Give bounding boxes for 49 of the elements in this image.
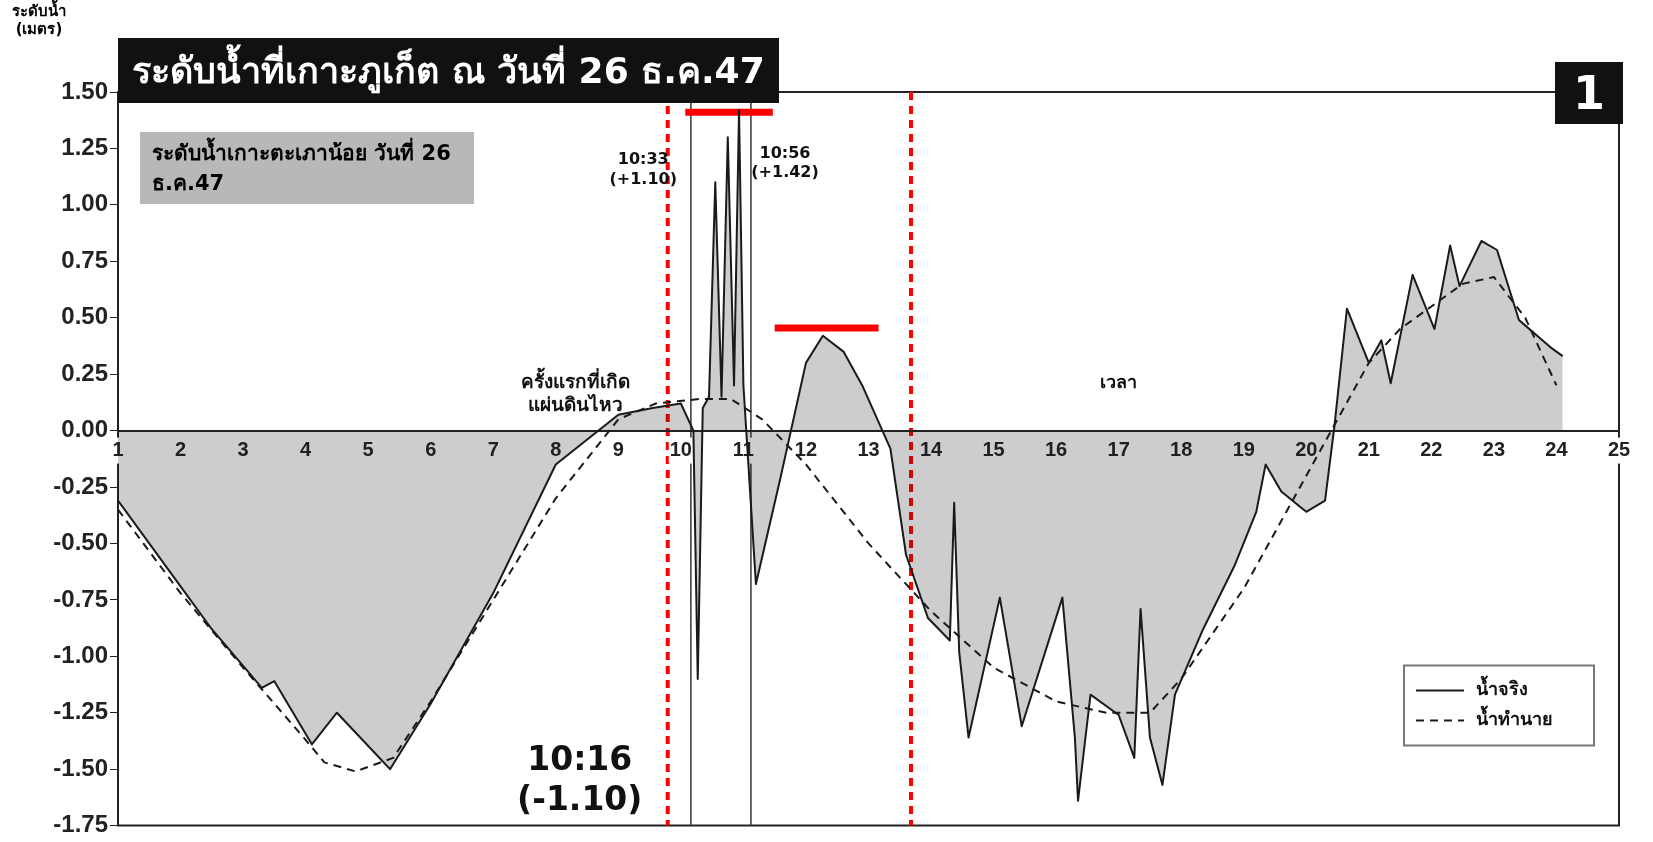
y-tick-label: 1.00: [61, 189, 108, 217]
x-tick-label: 25: [1607, 438, 1631, 461]
legend-label: น้ำจริง: [1476, 675, 1528, 700]
x-tick-label: 15: [982, 438, 1005, 461]
annotation: 1: [1554, 62, 1623, 124]
x-tick-label: 14: [919, 438, 944, 461]
x-tick-label: 1: [112, 438, 124, 461]
x-tick-label: 24: [1545, 438, 1569, 461]
y-tick-label: -1.75: [53, 810, 108, 838]
y-axis-title: ระดับน้ำ (เมตร): [11, 2, 67, 38]
y-tick-label: 0.25: [61, 358, 108, 386]
x-tick-label: 7: [487, 438, 499, 461]
x-tick-label: 21: [1357, 438, 1380, 461]
x-tick-label: 8: [550, 438, 562, 461]
x-tick-label: 6: [425, 438, 437, 461]
annotation: 10:16 (-1.10): [517, 738, 643, 818]
x-tick-label: 10: [669, 438, 692, 461]
x-tick-label: 23: [1482, 438, 1506, 461]
y-tick-label: -1.50: [53, 753, 108, 781]
x-tick-label: 3: [237, 438, 249, 461]
x-tick-label: 12: [794, 438, 818, 461]
x-tick-label: 2: [174, 438, 187, 461]
x-tick-label: 13: [857, 438, 880, 461]
y-tick-label: 1.25: [61, 133, 108, 161]
x-tick-label: 19: [1232, 438, 1255, 461]
x-tick-label: 5: [362, 438, 374, 461]
x-tick-label: 18: [1170, 438, 1193, 461]
y-tick-label: 0.00: [61, 415, 108, 443]
x-tick-label: 17: [1107, 438, 1130, 461]
x-tick-label: 20: [1295, 438, 1318, 461]
y-tick-label: 1.50: [61, 76, 108, 104]
y-tick-label: -0.75: [53, 584, 108, 612]
y-tick-label: 0.75: [61, 245, 108, 273]
annotation: 10:56 (+1.42): [751, 143, 819, 182]
y-tick-label: -1.25: [53, 697, 108, 725]
x-axis-title: เวลา: [1100, 370, 1138, 392]
legend-label: น้ำทำนาย: [1476, 705, 1553, 730]
y-tick-label: -0.25: [53, 471, 108, 499]
y-tick-label: -1.00: [53, 640, 108, 668]
annotation: 10:33 (+1.10): [609, 149, 678, 188]
annotation: ครั้งแรกที่เกิด แผ่นดินไหว: [521, 367, 631, 416]
x-tick-label: 22: [1420, 438, 1443, 461]
y-tick-label: 0.50: [61, 302, 108, 330]
x-tick-label: 9: [612, 438, 624, 461]
x-tick-label: 16: [1045, 438, 1068, 461]
x-tick-label: 4: [300, 438, 313, 461]
chart-title: ระดับน้ำที่เกาะภูเก็ต ณ วันที่ 26 ธ.ค.47: [118, 38, 779, 103]
text: ระดับน้ำเกาะตะเภาน้อย วันที่ 26 ธ.ค.47: [140, 132, 474, 204]
y-tick-label: -0.50: [53, 528, 108, 556]
